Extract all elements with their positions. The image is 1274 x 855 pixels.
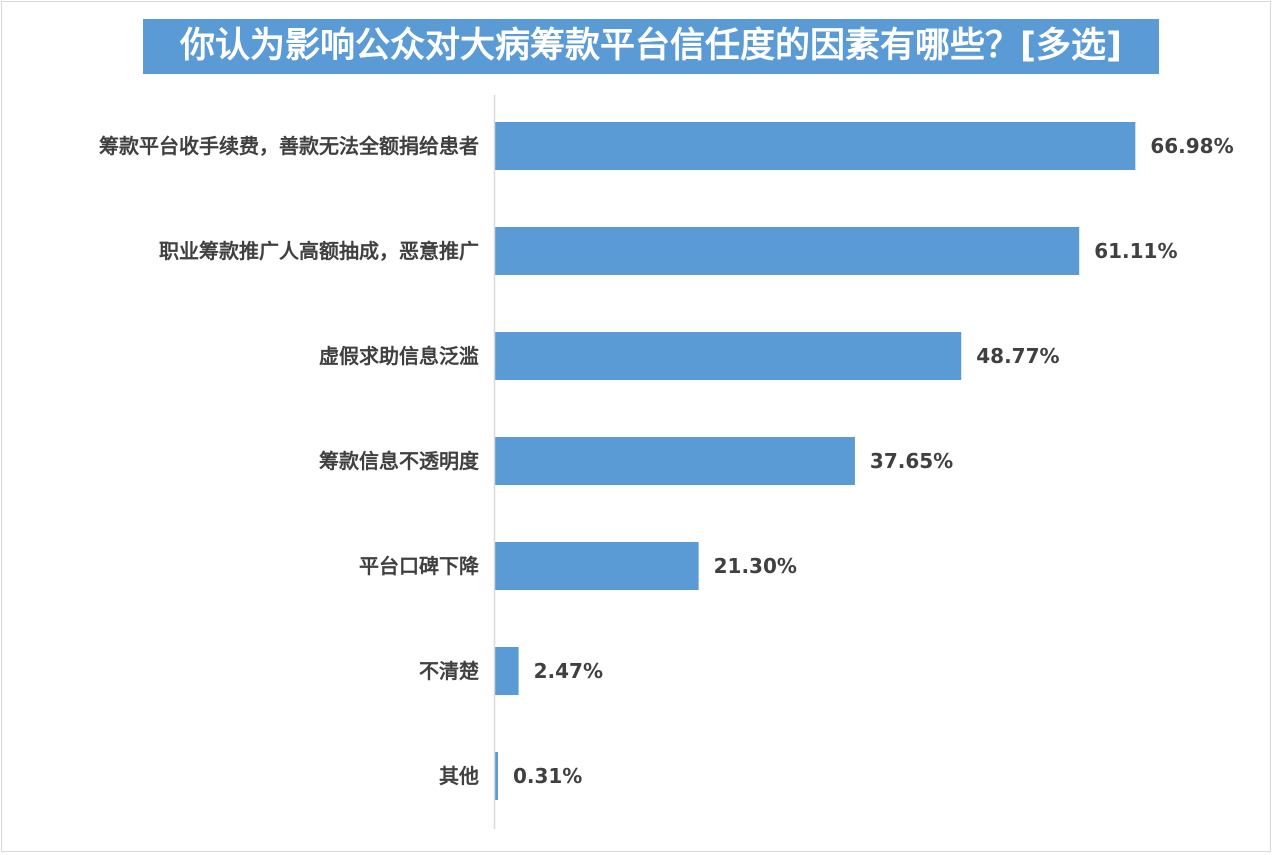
value-label-3: 48.77% (976, 344, 1059, 368)
bar-7 (495, 752, 498, 800)
category-label-5: 平台口碑下降 (359, 554, 480, 578)
bars-group: 筹款平台收手续费，善款无法全额捐给患者 66.98% 职业筹款推广人高额抽成，恶意推… (99, 122, 1234, 800)
value-label-2: 61.11% (1094, 239, 1177, 263)
category-label-4: 筹款信息不透明度 (319, 449, 480, 473)
category-label-1: 筹款平台收手续费，善款无法全额捐给患者 (99, 134, 479, 158)
value-label-1: 66.98% (1150, 134, 1233, 158)
value-label-5: 21.30% (714, 554, 797, 578)
chart-title: 你认为影响公众对大病筹款平台信任度的因素有哪些？[多选] (143, 19, 1159, 74)
category-label-6: 不清楚 (419, 659, 479, 683)
category-label-2: 职业筹款推广人高额抽成，恶意推广 (159, 239, 479, 263)
bar-1 (495, 122, 1136, 170)
bar-5 (495, 542, 699, 590)
bar-6 (495, 647, 519, 695)
value-label-4: 37.65% (870, 449, 953, 473)
bar-2 (495, 227, 1080, 275)
category-label-7: 其他 (439, 764, 479, 788)
category-label-3: 虚假求助信息泛滥 (319, 344, 479, 368)
bar-3 (495, 332, 962, 380)
value-label-6: 2.47% (534, 659, 603, 683)
bar-4 (495, 437, 855, 485)
value-label-7: 0.31% (513, 764, 582, 788)
